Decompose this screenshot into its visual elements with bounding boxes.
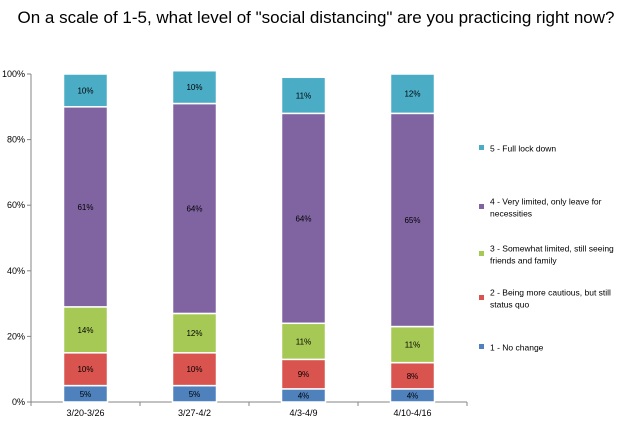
data-label: 10%: [186, 365, 202, 374]
bar-segment: [171, 69, 218, 105]
data-label: 11%: [296, 91, 311, 100]
legend-label: 1 - No change: [490, 343, 544, 353]
x-tick-label: 3/20-3/26: [66, 408, 104, 418]
data-label: 10%: [77, 365, 93, 374]
bar-segment: [280, 112, 327, 325]
data-label: 5%: [189, 390, 201, 399]
legend: 5 - Full lock down 4 - Very limited, only…: [479, 144, 614, 353]
legend-swatch: [479, 344, 484, 349]
axes: 0% 20% 40% 60% 80% 100% 3/20-3/26 3/27-4/2 4/3-4…: [2, 69, 468, 418]
y-tick-label: 80%: [7, 135, 25, 145]
legend-swatch: [479, 295, 484, 300]
legend-label: necessities: [490, 209, 532, 219]
chart-title: On a scale of 1-5, what level of "social…: [17, 8, 615, 27]
data-label: 4%: [407, 391, 419, 400]
legend-swatch: [479, 204, 484, 209]
data-label: 11%: [405, 341, 420, 350]
data-label: 14%: [77, 326, 93, 335]
data-label: 8%: [407, 372, 419, 381]
data-label: 9%: [298, 370, 310, 379]
x-tick-label: 4/10-4/16: [393, 408, 431, 418]
data-label: 10%: [186, 83, 202, 92]
legend-swatch: [479, 145, 484, 150]
data-label: 64%: [295, 214, 311, 223]
legend-label: 2 - Being more cautious, but still: [490, 288, 611, 298]
bar-segment: [280, 76, 327, 115]
data-label: 11%: [296, 337, 311, 346]
bar-segment: [62, 73, 109, 108]
legend-swatch: [479, 251, 484, 256]
y-tick-label: 60%: [7, 200, 25, 210]
bar-segment: [389, 325, 436, 364]
x-tick-label: 4/3-4/9: [289, 408, 317, 418]
data-label: 12%: [186, 329, 202, 338]
legend-label: 5 - Full lock down: [490, 144, 556, 154]
y-tick-label: 40%: [7, 266, 25, 276]
legend-label: status quo: [490, 300, 529, 310]
bar-segment: [389, 73, 436, 115]
y-tick-label: 0%: [12, 397, 25, 407]
y-tick-label: 20%: [7, 331, 25, 341]
x-tick-label: 3/27-4/2: [178, 408, 211, 418]
data-label: 64%: [186, 204, 202, 213]
bar-segment: [171, 102, 218, 315]
data-label: 4%: [298, 391, 310, 400]
y-tick-label: 100%: [2, 69, 25, 79]
bar-segment: [280, 322, 327, 361]
data-label: 12%: [404, 90, 420, 99]
bar-segment: [389, 112, 436, 328]
data-label: 65%: [404, 216, 420, 225]
data-label: 5%: [80, 390, 92, 399]
legend-label: friends and family: [490, 256, 557, 266]
bar-segment: [62, 306, 109, 354]
legend-label: 3 - Somewhat limited, still seeing: [490, 244, 614, 254]
bar-segment: [389, 361, 436, 390]
bars: 5% 10% 14% 61% 10% 5% 10% 12% 64% 10% 4% 9% 11% 64% 11…: [62, 69, 436, 403]
data-label: 61%: [77, 203, 93, 212]
data-label: 10%: [77, 86, 93, 95]
legend-label: 4 - Very limited, only leave for: [490, 197, 602, 207]
